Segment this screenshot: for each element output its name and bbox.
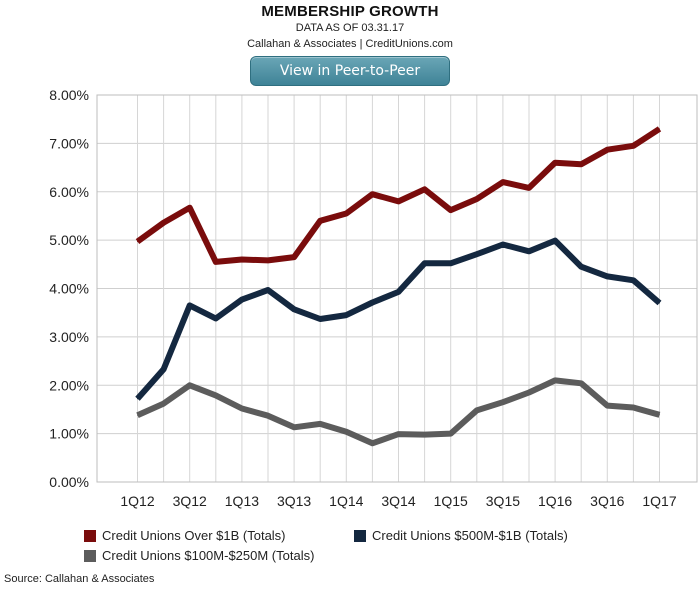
series-1-point	[215, 317, 217, 319]
y-tick-label: 4.00%	[49, 281, 89, 297]
data-date-subtitle: DATA AS OF 03.31.17	[295, 22, 405, 34]
series-1-point	[502, 243, 504, 245]
series-1-point	[398, 291, 399, 293]
series-2-point	[528, 392, 530, 394]
series-0-point	[293, 256, 295, 258]
y-tick-label: 5.00%	[49, 232, 89, 248]
x-tick-label: 1Q13	[225, 493, 259, 509]
series-2-point	[398, 433, 399, 435]
series-0-point	[319, 220, 321, 222]
series-0-point	[606, 149, 608, 151]
view-in-peer-to-peer-button[interactable]: View in Peer-to-Peer	[250, 56, 450, 86]
series-2-point	[267, 415, 269, 417]
series-0-point	[371, 193, 373, 195]
series-1-point	[137, 398, 138, 400]
series-1-point	[476, 253, 478, 255]
y-tick-label: 7.00%	[49, 135, 89, 151]
series-1-point	[189, 304, 191, 306]
legend-label-over-1b: Credit Unions Over $1B (Totals)	[102, 528, 286, 543]
series-2-point	[659, 414, 660, 416]
series-2-point	[632, 407, 634, 409]
series-2-point	[424, 434, 426, 436]
y-tick-label: 8.00%	[49, 87, 89, 103]
series-1-point	[267, 289, 269, 291]
legend-label-500m-1b: Credit Unions $500M-$1B (Totals)	[372, 528, 568, 543]
series-2-point	[371, 442, 373, 444]
series-1-point	[371, 302, 373, 304]
series-2-point	[450, 433, 452, 435]
x-tick-label: 3Q13	[277, 493, 311, 509]
series-1-point	[241, 299, 243, 301]
x-tick-label: 3Q15	[486, 493, 520, 509]
series-2-point	[215, 394, 217, 396]
series-2-point	[241, 407, 243, 409]
legend-swatch-over-1b	[84, 529, 96, 542]
x-tick-label: 1Q15	[434, 493, 468, 509]
byline: Callahan & Associates | CreditUnions.com	[247, 38, 453, 50]
legend-item-500m-1b: Credit Unions $500M-$1B (Totals)	[354, 528, 568, 543]
series-2-point	[554, 379, 556, 381]
legend-item-100m-250m: Credit Unions $100M-$250M (Totals)	[84, 548, 314, 563]
series-0-point	[580, 163, 582, 165]
series-0-point	[632, 145, 634, 147]
series-1-point	[293, 308, 295, 310]
series-0-point	[502, 181, 504, 183]
series-0-point	[476, 198, 478, 200]
x-tick-label: 3Q16	[590, 493, 624, 509]
y-tick-label: 6.00%	[49, 184, 89, 200]
series-0-point	[215, 261, 217, 263]
series-0-point	[267, 259, 269, 261]
y-tick-label: 3.00%	[49, 329, 89, 345]
series-1-point	[424, 262, 426, 264]
series-0-point	[528, 187, 530, 189]
y-tick-label: 2.00%	[49, 377, 89, 393]
legend-swatch-500m-1b	[354, 529, 366, 542]
series-0-point	[241, 258, 243, 260]
series-1-point	[163, 368, 165, 370]
series-1-point	[659, 302, 660, 304]
series-0-point	[163, 222, 165, 224]
x-tick-label: 1Q16	[538, 493, 572, 509]
series-2-point	[476, 409, 478, 411]
x-tick-label: 1Q14	[329, 493, 363, 509]
series-2-point	[189, 384, 191, 386]
source-note: Source: Callahan & Associates	[4, 573, 155, 585]
series-1-point	[580, 266, 582, 268]
series-1-point	[632, 279, 634, 281]
legend-swatch-100m-250m	[84, 549, 96, 562]
series-2-point	[319, 423, 321, 425]
series-2-point	[580, 382, 582, 384]
series-1-point	[606, 275, 608, 277]
x-tick-label: 3Q14	[381, 493, 415, 509]
series-0-point	[137, 241, 138, 243]
y-tick-label: 1.00%	[49, 426, 89, 442]
series-1-point	[528, 250, 530, 252]
series-1-point	[345, 314, 347, 316]
series-1-point	[319, 318, 321, 320]
legend-label-100m-250m: Credit Unions $100M-$250M (Totals)	[102, 548, 315, 563]
series-2-point	[345, 431, 347, 433]
series-0-point	[189, 207, 191, 209]
series-1-point	[554, 240, 556, 242]
y-tick-label: 0.00%	[49, 474, 89, 490]
series-1-point	[450, 262, 452, 264]
x-tick-label: 3Q12	[173, 493, 207, 509]
x-tick-label: 1Q12	[120, 493, 154, 509]
series-0-point	[450, 209, 452, 211]
series-0-point	[398, 200, 399, 202]
series-2-point	[606, 405, 608, 407]
series-2-point	[137, 414, 138, 416]
legend-item-over-1b: Credit Unions Over $1B (Totals)	[84, 528, 286, 543]
series-0-point	[424, 188, 426, 190]
series-2-point	[502, 401, 504, 403]
series-0-point	[345, 213, 347, 215]
chart-title: MEMBERSHIP GROWTH	[261, 3, 439, 20]
series-0-point	[554, 162, 556, 164]
x-tick-label: 1Q17	[642, 493, 676, 509]
series-0-point	[659, 128, 660, 130]
line-chart: 0.00% 1.00% 2.00% 3.00% 4.00% 5.00% 6.00% 7.00%…	[49, 87, 698, 509]
plot-border	[96, 94, 698, 483]
series-2-point	[163, 403, 165, 405]
series-2-point	[293, 426, 295, 428]
